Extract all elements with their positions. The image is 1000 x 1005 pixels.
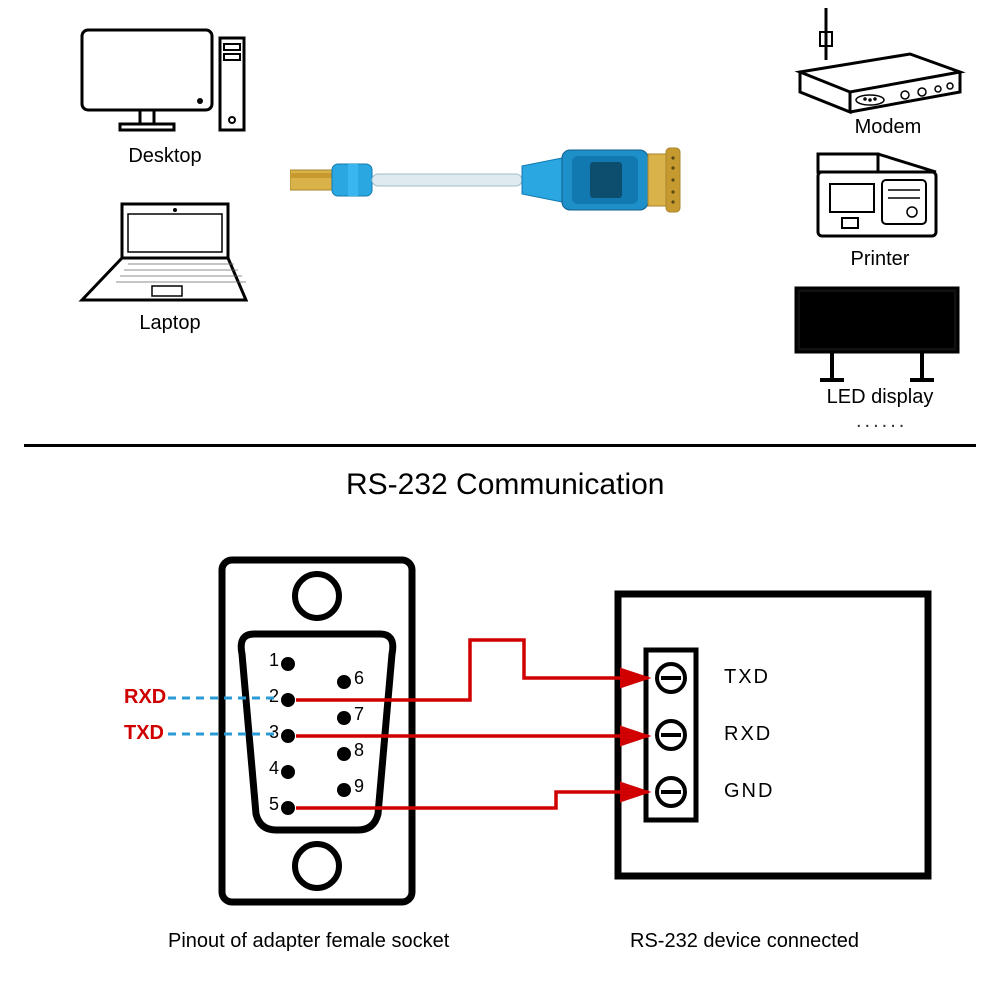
wires bbox=[0, 0, 1000, 1005]
device-caption: RS-232 device connected bbox=[630, 930, 859, 953]
pinout-caption: Pinout of adapter female socket bbox=[168, 930, 449, 953]
